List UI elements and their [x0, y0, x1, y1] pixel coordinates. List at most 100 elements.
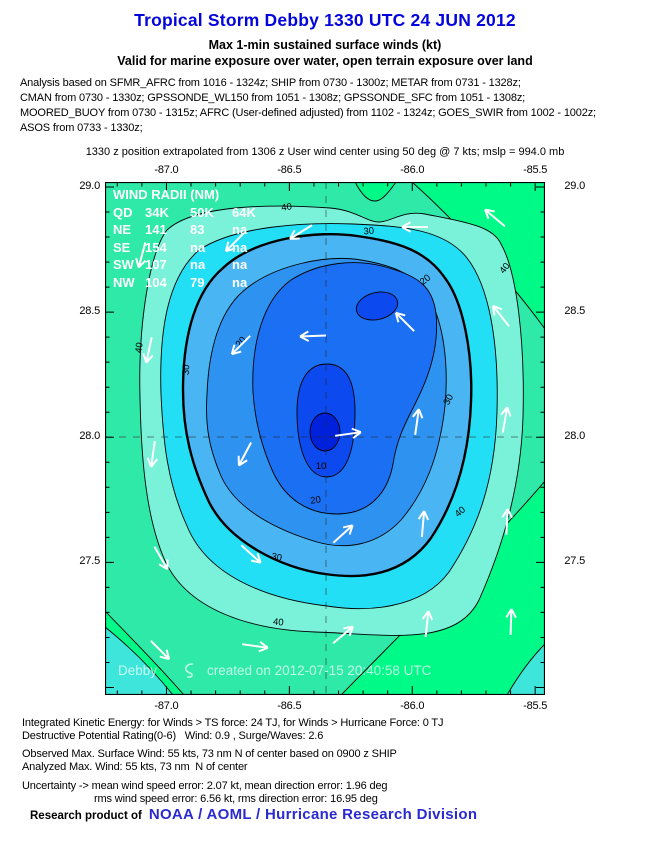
analysis-sources-line-2: CMAN from 0730 - 1330z; GPSSONDE_WL150 f… [20, 92, 526, 104]
wind-arrow [500, 406, 512, 433]
page-title: Tropical Storm Debby 1330 UTC 24 JUN 201… [134, 10, 516, 30]
wind-arrow [230, 335, 251, 356]
uncertainty-line-1: Uncertainty -> mean wind speed error: 2.… [22, 780, 388, 792]
map-frame [105, 182, 545, 695]
wind-radii-title: WIND RADII (NM) [113, 187, 220, 202]
wind-radii-cell: 79 [190, 274, 205, 290]
lat-tick-label-left: 28.0 [79, 430, 100, 443]
wind-arrow [334, 427, 362, 439]
wind-radii-cell: na [232, 222, 248, 237]
wind-radii-cell: 83 [190, 222, 205, 237]
wind-arrow [135, 242, 147, 269]
lon-tick-label-top: -86.5 [277, 164, 302, 176]
corner-band-bottom-right [506, 643, 545, 695]
wind-radii-cell: QD [113, 204, 133, 220]
wind-radii-cell: na [190, 239, 206, 255]
wind-arrow [142, 337, 154, 364]
lon-tick-label-top: -86.0 [400, 164, 425, 176]
wind-arrow [492, 304, 510, 327]
lon-tick-label-top: -87.0 [154, 164, 179, 176]
wind-arrow [289, 224, 313, 240]
wind-arrow [332, 524, 354, 544]
wind-radii-row: SW 107 na na [113, 256, 272, 274]
contour-label: 20 [310, 494, 322, 506]
wind-arrow [394, 311, 415, 332]
ike-line: Integrated Kinetic Energy: for Winds > T… [22, 717, 444, 729]
wind-arrow [240, 544, 262, 564]
analysis-sources-line-3: MOORED_BUOY from 0730 - 1315z; AFRC (Use… [20, 107, 596, 119]
wind-radii-cell: na [232, 257, 248, 272]
wind-radii-header: QD 34K 50K 64K [113, 204, 272, 222]
lon-tick-label-bottom: -85.5 [523, 700, 548, 712]
wind-radii-cell: 64K [232, 204, 256, 220]
contour-label: 30 [441, 393, 456, 408]
wind-radii-cell: na [232, 274, 248, 290]
wind-radii-cell: 34K [145, 204, 169, 220]
wind-radii-cell: 104 [145, 274, 167, 290]
position-extrapolation-line: 1330 z position extrapolated from 1306 z… [85, 146, 565, 158]
contour-label: 30 [270, 551, 283, 564]
lat-tick-label-left: 28.5 [79, 305, 100, 318]
wind-arrow [332, 625, 354, 645]
contour-label: 30 [181, 364, 193, 375]
subtitle-exposure: Valid for marine exposure over water, op… [117, 54, 533, 68]
wind-radii-cell: SE [113, 239, 131, 255]
lat-tick-label-right: 28.0 [564, 430, 585, 443]
analysis-sources-line-4: ASOS from 0733 - 1330z; [20, 122, 143, 134]
analyzed-max-wind-line: Analyzed Max. Wind: 55 kts, 73 nm N of c… [22, 761, 248, 773]
contour-label: 40 [133, 342, 145, 354]
wind-arrow [417, 510, 430, 538]
wind-radii-row: SE 154 na na [113, 239, 272, 257]
wind-field-map: 40 30 20 40 40 30 20 10 20 30 30 40 40 [105, 182, 545, 695]
wind-radii-cell: na [232, 239, 248, 255]
wind-arrow [484, 208, 506, 228]
axis-ticks [105, 182, 545, 695]
wind-radii-cell: NW [113, 274, 135, 290]
wind-radii-cell: 107 [145, 257, 167, 272]
wind-direction-arrows [135, 208, 517, 661]
watermark-created: created on 2012-07-15 20:40:58 UTC [207, 663, 432, 678]
wind-radii-cell: 50K [190, 204, 214, 220]
wind-arrow [501, 508, 513, 536]
wind-radii-legend: WIND RADII (NM) QD 34K 50K 64K NE 141 83 na SE 154… [113, 186, 272, 291]
secondary-wind-minimum-blob [355, 291, 399, 321]
lat-tick-label-right: 29.0 [564, 180, 585, 192]
lon-tick-label-bottom: -86.5 [277, 700, 302, 712]
uncertainty-line-2: rms wind speed error: 6.56 kt, rms direc… [94, 793, 378, 805]
hurricane-symbol-icon [183, 662, 195, 679]
wind-arrow [224, 232, 245, 253]
storm-center-crosshair [105, 182, 545, 695]
wind-arrow [505, 608, 517, 636]
lat-tick-label-left: 27.5 [79, 555, 100, 568]
contour-label: 40 [272, 616, 284, 628]
subtitle-winds: Max 1-min sustained surface winds (kt) [208, 38, 442, 52]
lon-tick-label-top: -85.5 [523, 164, 548, 176]
watermark: Debby created on 2012-07-15 20:40:58 UTC [118, 662, 431, 679]
wind-radii-cell: SW [113, 257, 134, 272]
contour-label: 30 [363, 226, 374, 238]
contour-label: 10 [316, 461, 327, 472]
wind-radii-cell: NE [113, 222, 132, 237]
dpr-line: Destructive Potential Rating(0-6) Wind: … [22, 730, 324, 742]
wind-arrow [299, 330, 327, 342]
wind-radii-row: NW 104 79 na [113, 274, 272, 292]
wind-arrow [421, 610, 434, 638]
wind-arrow [150, 640, 171, 661]
footer-prefix: Research product of [30, 810, 142, 822]
wind-arrow [153, 546, 169, 571]
wind-radii-row: NE 141 83 na [113, 221, 272, 239]
lat-tick-label-right: 28.5 [564, 305, 585, 318]
wind-radii-cell: na [190, 257, 206, 272]
lat-tick-label-left: 29.0 [79, 180, 100, 192]
observed-max-wind-line: Observed Max. Surface Wind: 55 kts, 73 n… [22, 748, 397, 760]
wind-arrow [146, 440, 158, 468]
wind-minimum-core [309, 412, 341, 452]
wind-arrow [401, 221, 428, 233]
analysis-sources-line-1: Analysis based on SFMR_AFRC from 1016 - … [20, 77, 521, 89]
wind-arrow [412, 408, 424, 436]
lon-tick-label-bottom: -86.0 [400, 700, 425, 712]
contour-label: 40 [281, 201, 293, 213]
wind-arrow [241, 641, 269, 653]
